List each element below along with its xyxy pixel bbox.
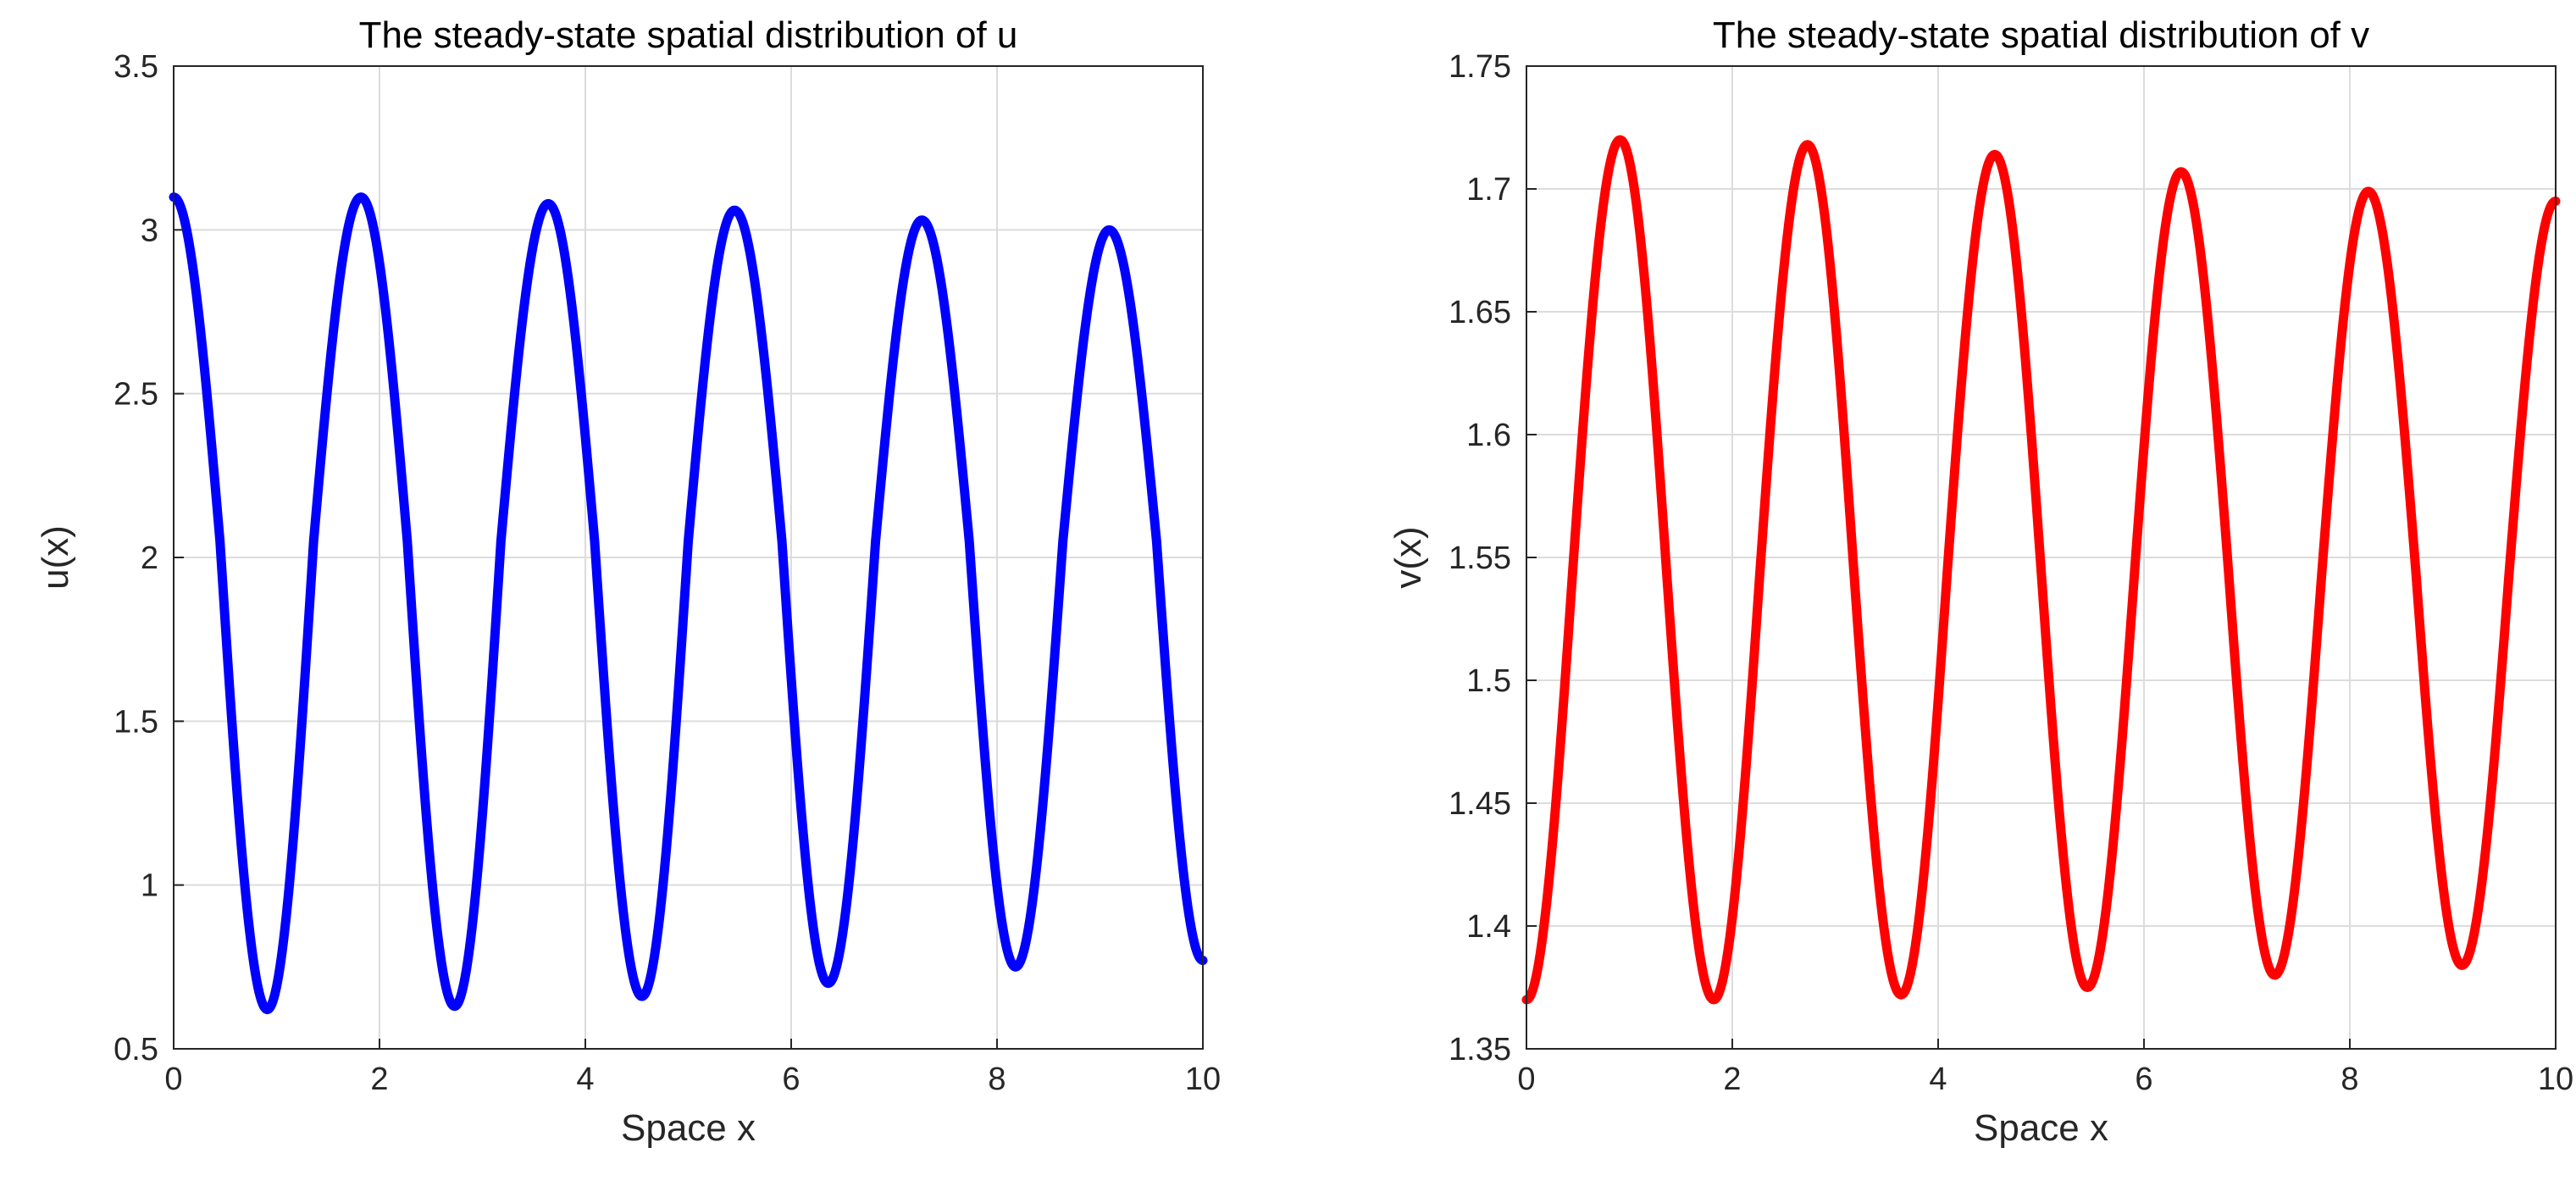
chart-v-y-tick-label: 1.4 xyxy=(1466,909,1511,945)
chart-v-y-tick-label: 1.75 xyxy=(1449,49,1511,85)
chart-u-x-tick-label: 0 xyxy=(164,1062,182,1097)
chart-v-xlabel: Space x xyxy=(1974,1107,2108,1149)
chart-u-x-tick-label: 10 xyxy=(1185,1062,1221,1097)
chart-v-y-tick-label: 1.6 xyxy=(1466,418,1511,453)
chart-v-x-tick-label: 4 xyxy=(1929,1062,1947,1097)
chart-u-y-tick-label: 1 xyxy=(141,868,158,904)
chart-v-ylabel: v(x) xyxy=(1388,526,1429,588)
chart-u-y-tick-label: 1.5 xyxy=(114,704,158,740)
chart-u-x-tick-label: 4 xyxy=(576,1062,594,1097)
chart-v-x-tick-label: 10 xyxy=(2538,1062,2573,1097)
chart-v-y-tick-label: 1.55 xyxy=(1449,541,1511,576)
chart-u-y-tick-label: 2.5 xyxy=(114,377,158,413)
chart-u-x-tick-label: 2 xyxy=(370,1062,388,1097)
chart-v-series-line xyxy=(1521,135,2561,1005)
chart-v-y-tick-label: 1.7 xyxy=(1466,172,1511,208)
chart-v-title: The steady-state spatial distribution of… xyxy=(1713,14,2369,56)
chart-v-y-tick-label: 1.65 xyxy=(1449,295,1511,330)
chart-v-y-tick-label: 1.35 xyxy=(1449,1032,1511,1067)
chart-u: 0 2 4 6 8 10 0.5 1 1.5 2 2.5 3 3.5 The steady-state … xyxy=(35,14,1221,1149)
chart-u-x-tick-label: 8 xyxy=(988,1062,1005,1097)
chart-v-x-tick-label: 6 xyxy=(2135,1062,2152,1097)
chart-u-ylabel: u(x) xyxy=(35,525,76,590)
chart-u-xlabel: Space x xyxy=(621,1107,756,1149)
chart-v-y-tick-label: 1.5 xyxy=(1466,663,1511,699)
chart-u-y-tick-label: 0.5 xyxy=(114,1032,158,1067)
chart-v-y-tick-label: 1.45 xyxy=(1449,786,1511,822)
chart-u-x-tick-label: 6 xyxy=(782,1062,800,1097)
chart-u-series-line xyxy=(169,192,1208,1015)
chart-u-y-tick-label: 2 xyxy=(141,541,158,576)
chart-u-y-tick-label: 3 xyxy=(141,213,158,248)
chart-u-title: The steady-state spatial distribution of… xyxy=(359,14,1018,56)
chart-v: 0 2 4 6 8 101.351.41.451.51.551.61.651.71.75 … xyxy=(1388,14,2573,1149)
chart-u-y-tick-label: 3.5 xyxy=(114,49,158,85)
chart-v-x-tick-label: 2 xyxy=(1723,1062,1741,1097)
chart-v-x-tick-label: 0 xyxy=(1517,1062,1535,1097)
chart-v-x-tick-label: 8 xyxy=(2341,1062,2358,1097)
